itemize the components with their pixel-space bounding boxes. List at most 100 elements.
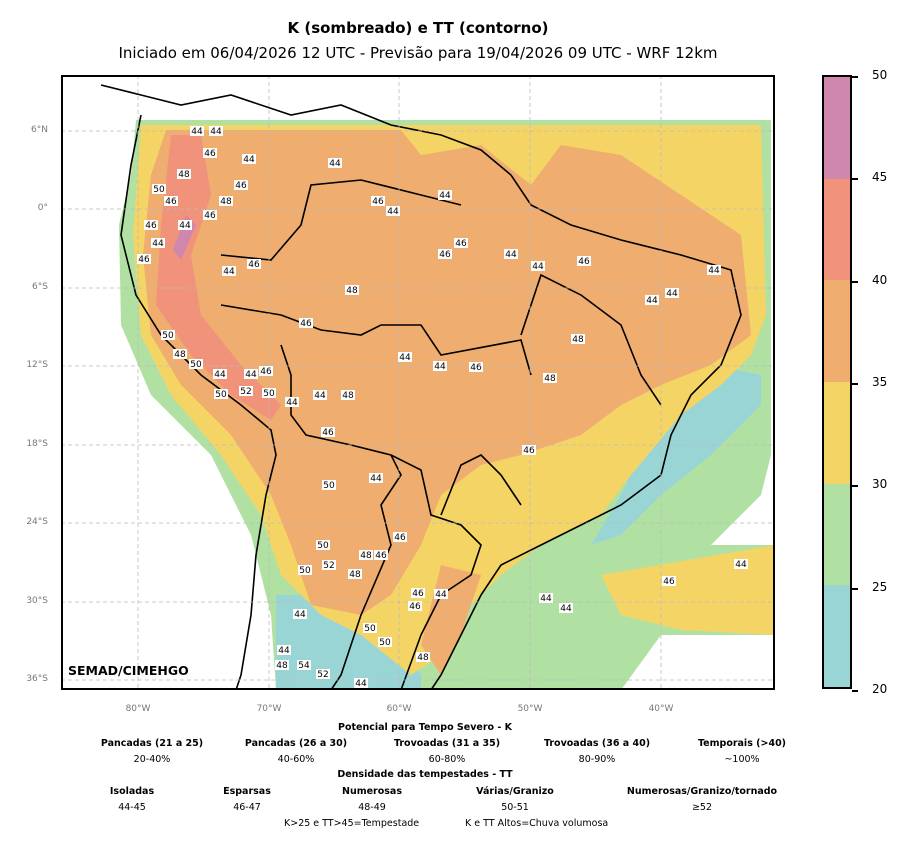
contour-label-bg (144, 220, 158, 230)
tt-contour-label: 46 (578, 257, 590, 267)
contour-label-bg (239, 386, 253, 396)
contour-label-bg (234, 180, 248, 190)
contour-label-bg (369, 473, 383, 483)
pacific-coastline (120, 114, 277, 690)
k-legend-label: Temporais (>40) (697, 738, 787, 749)
tt-legend-title: Densidade das tempestades - TT (337, 769, 513, 780)
contour-label-bg (247, 259, 261, 269)
contour-label-bg (416, 652, 430, 662)
tt-legend-label: Várias/Granizo (476, 786, 554, 797)
k-legend-label: Trovoadas (31 a 35) (393, 738, 501, 749)
k-legend-value: 40-60% (277, 754, 315, 765)
tt-contour-label: 46 (235, 181, 247, 191)
lon-tick-label: 70°W (256, 704, 282, 714)
colorbar-tick (852, 587, 858, 590)
contour-label-bg (438, 190, 452, 200)
contour-label-bg (213, 369, 227, 379)
tt-contour-label: 46 (204, 149, 216, 159)
border (440, 454, 522, 516)
legend-note-rain: K e TT Altos=Chuva volumosa (465, 818, 609, 829)
contour-label-bg (219, 196, 233, 206)
contour-label-bg (322, 560, 336, 570)
k-legend-value: ~100% (724, 754, 760, 765)
tt-contour-label: 50 (299, 566, 311, 576)
tt-contour-label: 50 (190, 360, 202, 370)
contour-label-bg (259, 366, 273, 376)
contour-label-bg (214, 389, 228, 399)
tt-contour-label: 48 (220, 197, 232, 207)
contour-label-bg (293, 609, 307, 619)
tt-legend-value: 44-45 (118, 802, 146, 813)
tt-contour-label: 50 (162, 331, 174, 341)
tt-contour-label: 44 (399, 353, 411, 363)
contour-label-bg (707, 265, 721, 275)
colorbar-tick (852, 178, 858, 181)
colorbar-bin (824, 483, 850, 586)
contour-label-bg (433, 361, 447, 371)
tt-contour-label: 52 (240, 387, 251, 397)
colorbar (822, 75, 852, 689)
contour-label-bg (161, 330, 175, 340)
tt-contour-label: 46 (260, 367, 272, 377)
tt-contour-label: 50 (215, 390, 227, 400)
tt-contour-label: 48 (276, 661, 288, 671)
border (390, 454, 482, 690)
contour-label-bg (371, 196, 385, 206)
figure-title: K (sombreado) e TT (contorno) (287, 19, 549, 37)
contour-label-bg (522, 445, 536, 455)
tt-contour-label: 44 (435, 590, 447, 600)
contour-label-bg (209, 126, 223, 136)
colorbar-bin (824, 381, 850, 484)
contour-label-bg (543, 373, 557, 383)
tt-contour-labels: 44 44484644484644465046464446444648464844… (137, 126, 748, 689)
contour-label-bg (734, 559, 748, 569)
contour-label-bg (164, 196, 178, 206)
colorbar-tick-label: 25 (872, 579, 888, 594)
colorbar-tick (852, 382, 858, 385)
tt-contour-label: 48 (360, 551, 372, 561)
colorbar-tick (852, 280, 858, 283)
colorbar-bin (824, 280, 850, 382)
contour-label-bg (645, 295, 659, 305)
lat-tick-label: 0° (37, 203, 48, 213)
k-legend-label: Pancadas (21 a 25) (100, 738, 204, 749)
tt-legend-label: Esparsas (223, 786, 271, 797)
coastline (100, 84, 742, 690)
figure-subtitle: Iniciado em 06/04/2026 12 UTC - Previsão… (118, 44, 718, 62)
tt-contour-label: 50 (263, 389, 275, 399)
tt-contour-label: 44 (708, 266, 720, 276)
tt-legend-label: Numerosas/Granizo/tornado (626, 786, 778, 797)
contour-label-bg (262, 388, 276, 398)
lat-tick-label: 36°S (26, 674, 48, 684)
tt-legend-value: 50-51 (501, 802, 529, 813)
contour-label-bg (378, 637, 392, 647)
k-legend-label: Pancadas (26 a 30) (244, 738, 348, 749)
contour-label-bg (190, 126, 204, 136)
tt-contour-label: 44 (278, 646, 290, 656)
shade-k-20-25 (591, 365, 761, 545)
tt-contour-label: 44 (434, 362, 446, 372)
lon-tick-label: 40°W (648, 704, 674, 714)
tt-contour-label: 44 (532, 262, 544, 272)
lat-tick-label: 18°S (26, 439, 48, 449)
k-legend-label: Trovoadas (36 a 40) (543, 738, 651, 749)
colorbar-bin (824, 77, 850, 179)
tt-contour-label: 44 (560, 604, 572, 614)
contour-label-bg (531, 261, 545, 271)
colorbar-tick-label: 30 (872, 477, 888, 492)
contour-label-bg (137, 254, 151, 264)
tt-contour-label: 44 (355, 679, 367, 689)
tt-contour-label: 44 (314, 391, 326, 401)
map-frame (61, 75, 775, 690)
contour-label-bg (275, 660, 289, 670)
contour-label-bg (571, 334, 585, 344)
colorbar-tick-label: 45 (872, 170, 888, 185)
contour-label-bg (411, 588, 425, 598)
tt-contour-label: 44 (210, 127, 222, 137)
contour-label-bg (393, 532, 407, 542)
shade-k-35-40 (143, 130, 751, 615)
tt-contour-label: 48 (178, 170, 190, 180)
tt-contour-label: 48 (342, 391, 354, 401)
lat-tick-label: 30°S (26, 596, 48, 606)
shade-k-30-35 (601, 545, 775, 635)
